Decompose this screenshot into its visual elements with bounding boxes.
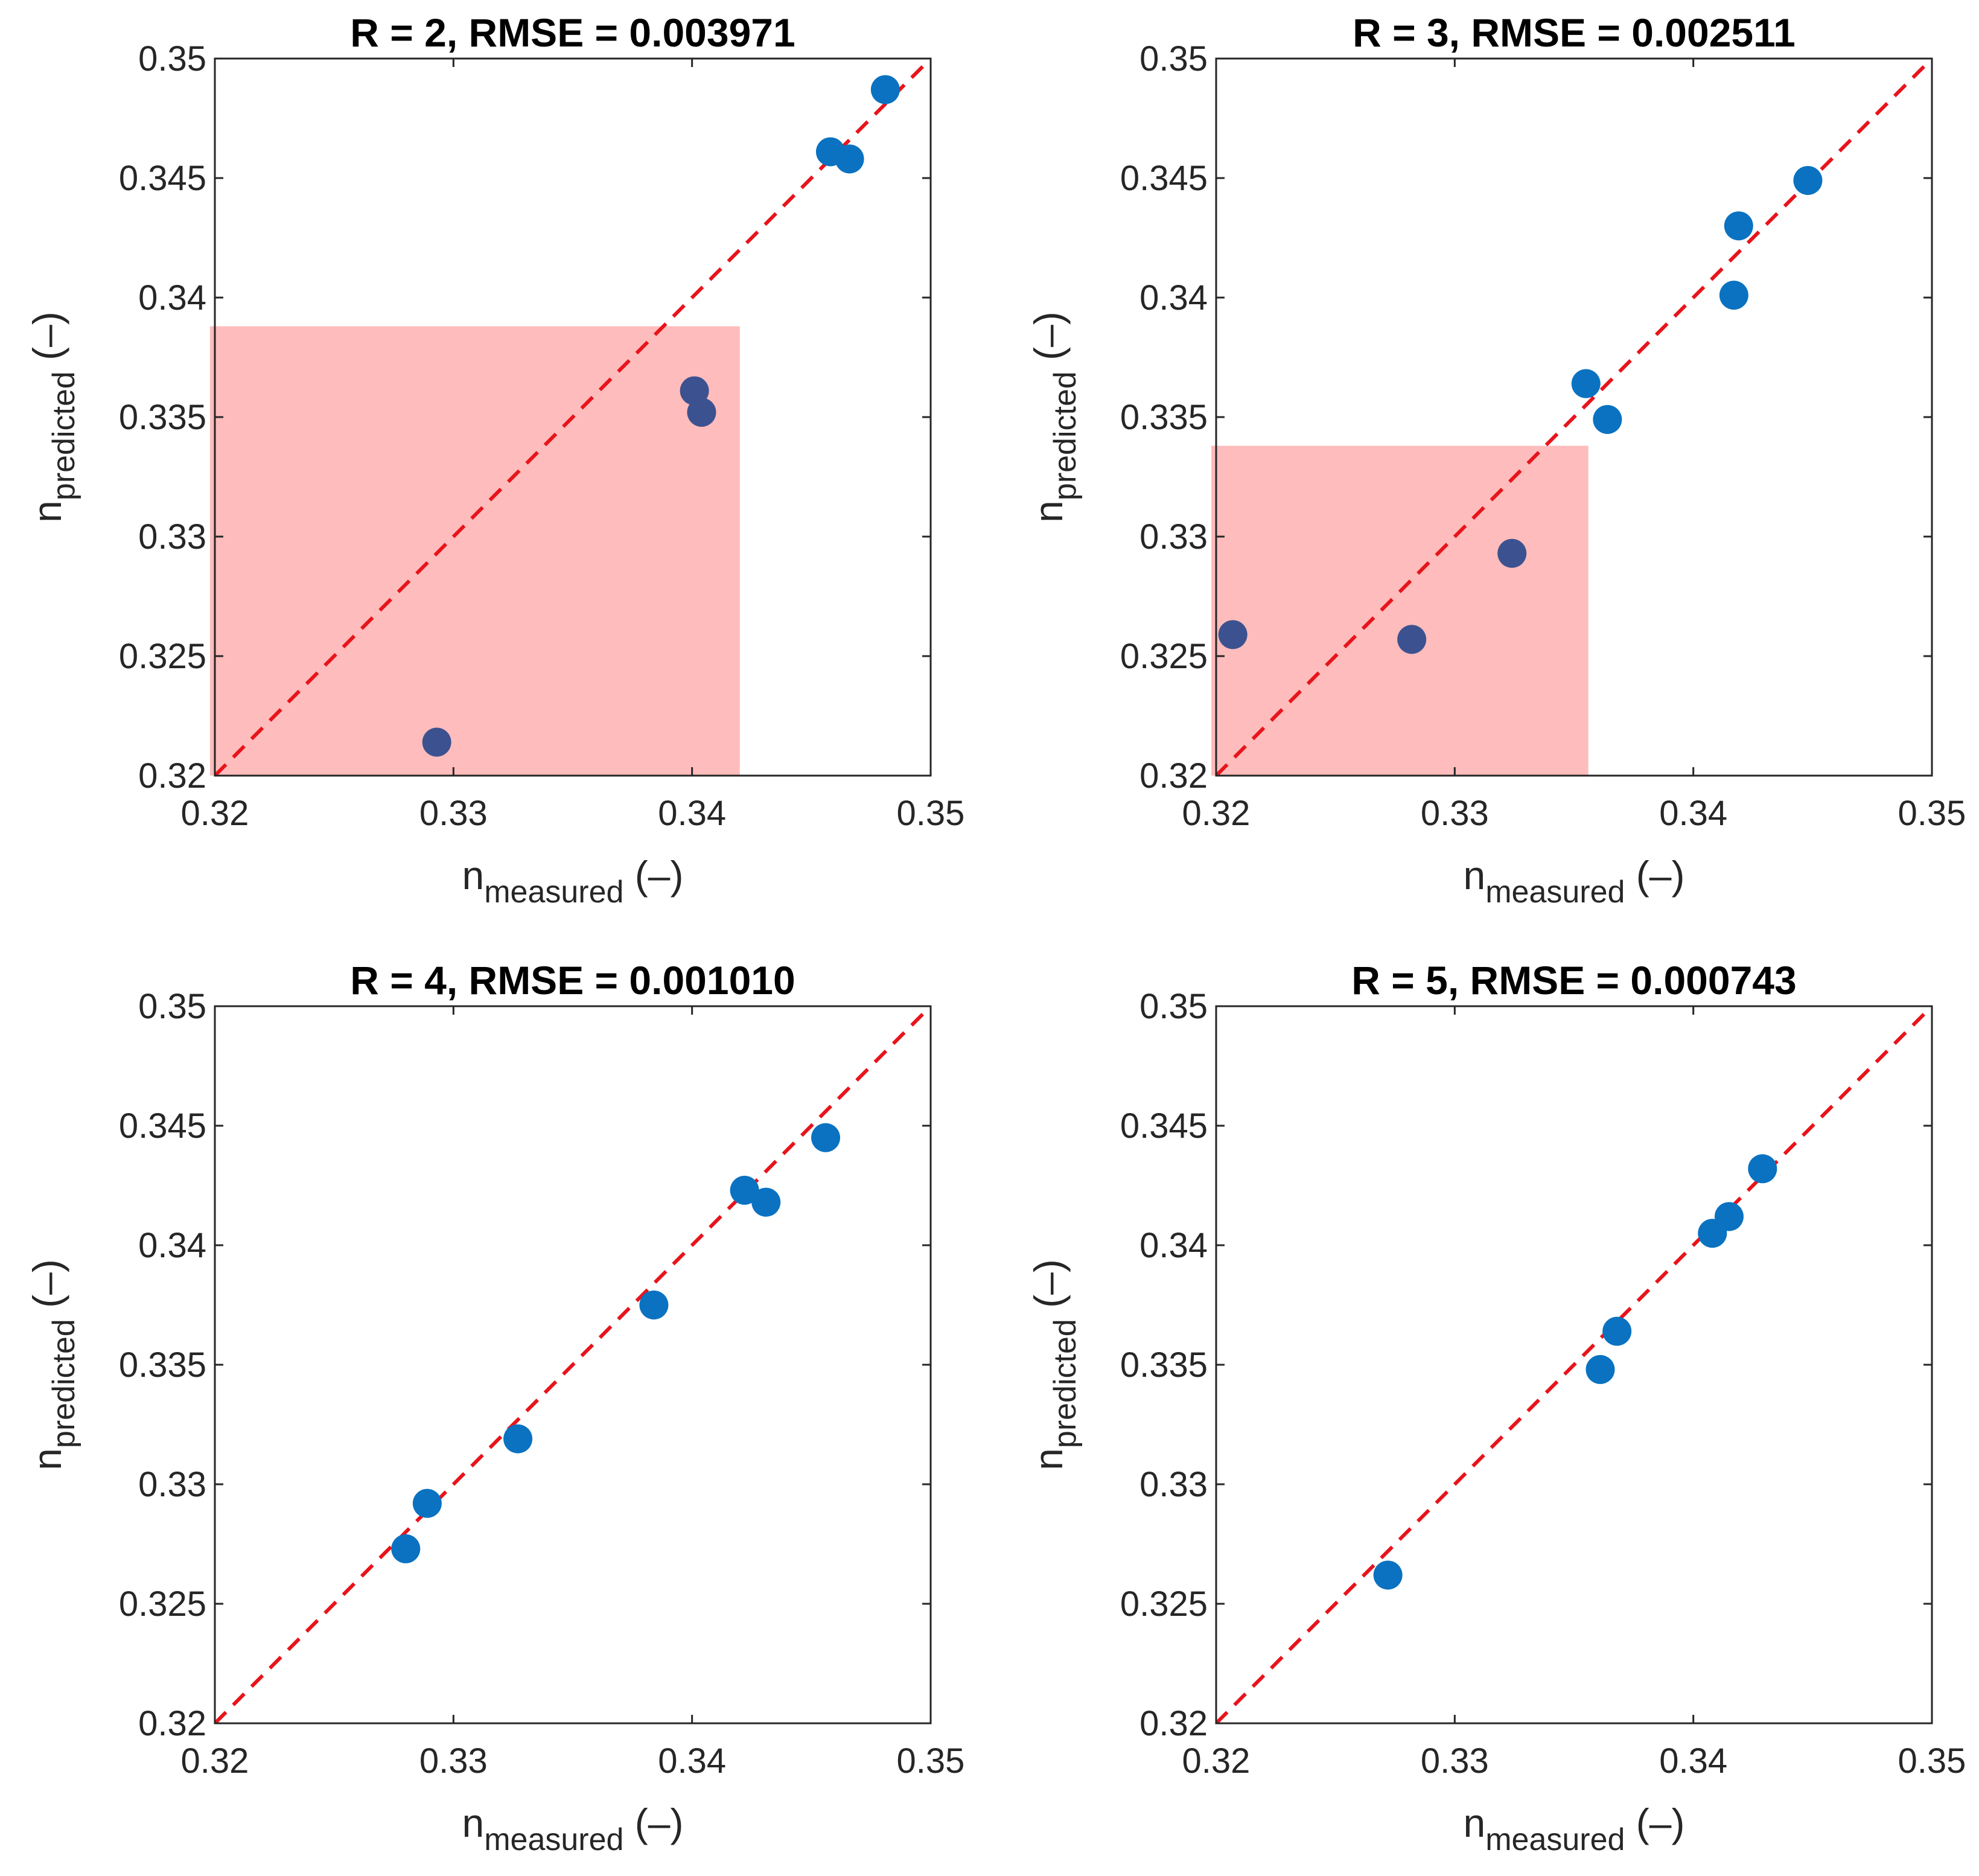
panel-3-x-tick-label: 0.32 [181, 1741, 249, 1781]
panel-2-y-tick-label: 0.345 [1120, 159, 1208, 198]
panel-4-data-point [1748, 1154, 1777, 1184]
panel-3-y-tick-label: 0.335 [119, 1345, 206, 1385]
panel-2-y-axis-label: npredicted (–) [1026, 311, 1083, 523]
panel-2-data-point [1218, 620, 1248, 649]
panel-4-y-tick-label: 0.35 [1139, 987, 1208, 1026]
panel-3-y-tick-label: 0.33 [138, 1465, 206, 1504]
panel-2-y-tick-label: 0.34 [1139, 278, 1208, 317]
panel-4-title: R = 5, RMSE = 0.000743 [1351, 958, 1796, 1003]
panel-2-y-tick-label: 0.335 [1120, 398, 1208, 437]
panel-1-title: R = 2, RMSE = 0.003971 [350, 10, 795, 55]
panel-1-y-axis-label: npredicted (–) [25, 311, 81, 523]
panel-1-y-tick-label: 0.34 [138, 278, 206, 317]
panel-4-x-tick-label: 0.32 [1182, 1741, 1251, 1781]
panel-4-x-tick-label: 0.35 [1898, 1741, 1966, 1781]
panel-2-title: R = 3, RMSE = 0.002511 [1353, 10, 1796, 55]
panel-1-y-tick-label: 0.345 [119, 159, 206, 198]
panel-1-y-tick-label: 0.33 [138, 517, 206, 557]
panel-3-data-point [751, 1187, 781, 1217]
panel-2-x-tick-label: 0.32 [1182, 794, 1251, 833]
panel-1-y-tick-label: 0.32 [138, 756, 206, 796]
panel-3-data-point [503, 1424, 533, 1453]
panel-4-data-point [1714, 1202, 1744, 1231]
panel-4-x-tick-label: 0.34 [1659, 1741, 1727, 1781]
panel-3-y-tick-label: 0.34 [138, 1226, 206, 1265]
panel-3-y-tick-label: 0.32 [138, 1704, 206, 1743]
panel-3-x-tick-label: 0.34 [658, 1741, 726, 1781]
panel-2-data-point [1497, 538, 1527, 568]
panel-4-y-tick-label: 0.34 [1139, 1226, 1208, 1265]
panel-4-y-tick-label: 0.33 [1139, 1465, 1208, 1504]
panel-1: 0.32 0.33 0.34 0.35 0.32 0.325 0.33 0.335 0.34 0.… [25, 10, 964, 910]
panel-4-x-tick-label: 0.33 [1421, 1741, 1489, 1781]
panel-1-y-tick-label: 0.35 [138, 39, 206, 78]
panel-4-y-tick-label: 0.32 [1139, 1704, 1208, 1743]
panel-3-y-tick-label: 0.325 [119, 1584, 206, 1624]
panel-1-y-tick-label: 0.335 [119, 398, 206, 437]
panel-3-data-point [391, 1534, 421, 1563]
panel-4-data-point [1373, 1560, 1403, 1590]
panel-3-x-tick-label: 0.33 [419, 1741, 488, 1781]
panel-4: 0.32 0.33 0.34 0.35 0.32 0.325 0.33 0.335 0.34 0.… [1026, 958, 1966, 1857]
panel-4-y-tick-label: 0.345 [1120, 1106, 1208, 1146]
panel-3-data-point [412, 1488, 442, 1518]
panel-3-title: R = 4, RMSE = 0.001010 [350, 958, 795, 1003]
panel-2-y-tick-label: 0.35 [1139, 39, 1208, 78]
panel-2-x-tick-label: 0.34 [1659, 794, 1727, 833]
panel-2-data-point [1593, 404, 1622, 434]
panel-3-data-point [811, 1123, 841, 1152]
panel-2-data-point [1571, 369, 1601, 398]
panel-1-highlight-region [210, 326, 740, 776]
panel-2: 0.32 0.33 0.34 0.35 0.32 0.325 0.33 0.335 0.34 0.… [1026, 10, 1966, 910]
panel-3-y-axis-label: npredicted (–) [25, 1259, 81, 1470]
panel-1-data-point [422, 727, 451, 757]
panel-4-y-tick-label: 0.325 [1120, 1584, 1208, 1624]
panel-2-y-tick-label: 0.32 [1139, 756, 1208, 796]
panel-2-x-axis-label: nmeasured (–) [1464, 853, 1685, 910]
panel-4-data-point [1585, 1354, 1615, 1384]
panel-2-data-point [1397, 625, 1427, 654]
panel-1-x-tick-label: 0.34 [658, 794, 726, 833]
panel-1-reference-line [215, 59, 931, 776]
panel-1-data-point [687, 398, 716, 427]
panel-4-reference-line [1216, 1006, 1932, 1723]
panel-3-y-tick-label: 0.345 [119, 1106, 206, 1146]
panel-2-y-tick-label: 0.33 [1139, 517, 1208, 557]
panel-1-data-point [870, 75, 900, 104]
panel-1-x-tick-label: 0.35 [897, 794, 965, 833]
panel-1-x-tick-label: 0.32 [181, 794, 249, 833]
panel-1-x-axis-label: nmeasured (–) [462, 853, 684, 910]
panel-3-y-tick-label: 0.35 [138, 987, 206, 1026]
panel-2-y-tick-label: 0.325 [1120, 637, 1208, 676]
panel-3-data-point [730, 1175, 759, 1205]
panel-2-x-tick-label: 0.35 [1898, 794, 1966, 833]
panel-4-y-tick-label: 0.335 [1120, 1345, 1208, 1385]
panel-3-data-point [639, 1291, 669, 1319]
panel-2-data-point [1793, 165, 1823, 195]
panel-3: 0.32 0.33 0.34 0.35 0.32 0.325 0.33 0.335 0.34 0.… [25, 958, 964, 1857]
panel-2-highlight-region [1211, 445, 1589, 776]
panel-4-x-axis-label: nmeasured (–) [1464, 1801, 1685, 1857]
panel-3-x-axis-label: nmeasured (–) [462, 1801, 684, 1857]
panel-2-data-point [1724, 211, 1753, 241]
panel-4-y-axis-label: npredicted (–) [1026, 1259, 1083, 1470]
panel-4-data-point [1602, 1316, 1632, 1346]
panel-1-x-tick-label: 0.33 [419, 794, 488, 833]
panel-3-reference-line [215, 1006, 931, 1723]
panel-3-x-tick-label: 0.35 [897, 1741, 965, 1781]
panel-2-data-point [1719, 281, 1748, 310]
panel-2-x-tick-label: 0.33 [1421, 794, 1489, 833]
panel-1-y-tick-label: 0.325 [119, 637, 206, 676]
panel-1-data-point [835, 144, 864, 174]
